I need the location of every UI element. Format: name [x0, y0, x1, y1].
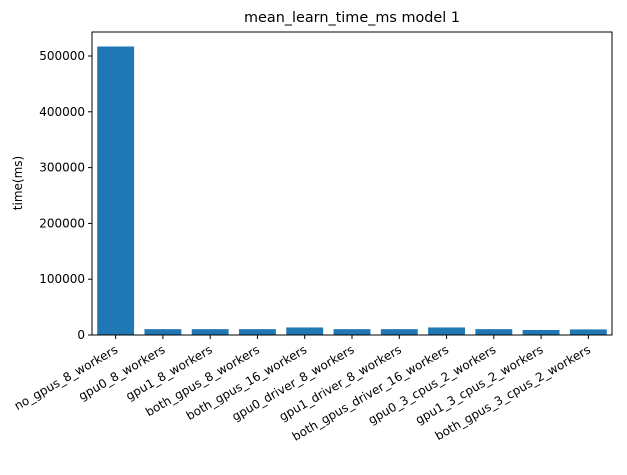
chart-title: mean_learn_time_ms model 1 — [244, 10, 460, 26]
y-tick-label: 400000 — [39, 105, 85, 119]
bar-gpu0_3_cpus_2_workers — [475, 329, 513, 335]
bar-no_gpus_8_workers — [97, 46, 135, 335]
bar-gpu0_8_workers — [144, 329, 182, 335]
y-axis-label: time(ms) — [11, 156, 25, 210]
y-tick-label: 300000 — [39, 161, 85, 175]
bar-gpu1_driver_8_workers — [380, 329, 418, 335]
bar-gpu1_3_cpus_2_workers — [522, 329, 560, 335]
plot-frame — [91, 31, 613, 336]
bar-gpu0_driver_8_workers — [333, 329, 371, 335]
y-tick-label: 100000 — [39, 272, 85, 286]
bar-series — [97, 46, 607, 335]
x-axis: no_gpus_8_workersgpu0_8_workersgpu1_8_wo… — [12, 335, 593, 444]
bar-both_gpus_3_cpus_2_workers — [569, 329, 607, 335]
bar-both_gpus_8_workers — [239, 329, 276, 335]
bar-gpu1_8_workers — [191, 329, 229, 335]
y-axis: 0 100000 200000 300000 400000 500000 — [39, 49, 92, 342]
bar-both_gpus_driver_16_workers — [428, 327, 465, 335]
y-tick-label: 0 — [77, 328, 85, 342]
y-tick-label: 200000 — [39, 216, 85, 230]
bar-both_gpus_16_workers — [286, 327, 324, 335]
y-tick-label: 500000 — [39, 49, 85, 63]
